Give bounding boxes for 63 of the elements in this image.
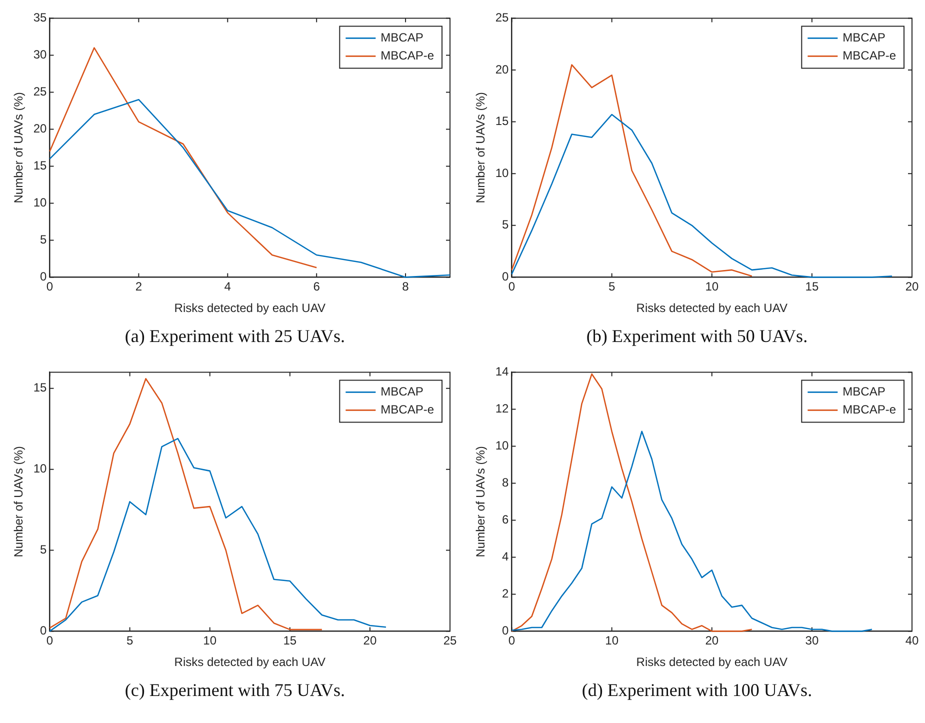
x-tick-label: 30	[805, 634, 819, 648]
y-tick-label: 10	[33, 196, 48, 210]
y-tick-label: 30	[33, 48, 48, 62]
x-tick-label: 8	[402, 280, 410, 294]
y-tick-label: 10	[33, 462, 48, 476]
legend-label: MBCAP-e	[380, 402, 434, 417]
y-tick-label: 12	[495, 402, 510, 416]
x-tick-label: 20	[363, 634, 377, 648]
x-tick-label: 15	[805, 280, 819, 294]
legend-label: MBCAP-e	[380, 48, 434, 63]
y-tick-label: 5	[502, 218, 510, 232]
y-axis-title: Number of UAVs (%)	[474, 446, 488, 558]
x-tick-label: 15	[283, 634, 297, 648]
y-axis-title: Number of UAVs (%)	[12, 92, 26, 204]
x-axis-title: Risks detected by each UAV	[174, 301, 326, 316]
x-axis-title: Risks detected by each UAV	[174, 655, 326, 670]
x-tick-label: 20	[905, 280, 919, 294]
y-tick-label: 2	[502, 586, 510, 601]
y-tick-label: 15	[33, 380, 48, 395]
legend-label: MBCAP	[842, 384, 886, 399]
y-tick-label: 10	[495, 438, 510, 453]
x-tick-label: 10	[605, 634, 619, 648]
y-axis-title: Number of UAVs (%)	[12, 446, 26, 558]
y-axis-title: Number of UAVs (%)	[474, 92, 488, 204]
text: (c) Experiment with 75 UAVs.	[124, 680, 346, 701]
y-tick-label: 8	[502, 476, 510, 490]
y-tick-label: 5	[40, 232, 48, 247]
x-tick-label: 5	[126, 634, 134, 648]
y-tick-label: 15	[495, 114, 510, 128]
y-tick-label: 10	[495, 166, 510, 180]
y-tick-label: 0	[40, 270, 48, 284]
y-tick-label: 25	[33, 84, 48, 99]
y-tick-label: 14	[495, 364, 510, 379]
y-tick-label: 0	[502, 624, 510, 638]
legend-label: MBCAP-e	[842, 402, 896, 417]
x-tick-label: 2	[135, 280, 142, 294]
x-tick-label: 5	[608, 280, 616, 294]
x-tick-label: 10	[203, 634, 217, 648]
y-tick-label: 35	[33, 10, 48, 25]
text: (d) Experiment with 100 UAVs.	[580, 680, 814, 701]
y-tick-label: 6	[502, 512, 510, 527]
text: (a) Experiment with 25 UAVs.	[124, 326, 346, 347]
legend-label: MBCAP	[842, 30, 886, 45]
legend-label: MBCAP-e	[842, 48, 896, 63]
y-tick-label: 15	[33, 158, 48, 173]
legend-label: MBCAP	[380, 384, 424, 399]
y-tick-label: 20	[495, 62, 510, 76]
x-axis-title: Risks detected by each UAV	[636, 655, 788, 670]
legend-label: MBCAP	[380, 30, 424, 45]
y-tick-label: 0	[502, 270, 510, 284]
x-tick-label: 40	[905, 634, 919, 648]
y-tick-label: 5	[40, 542, 48, 557]
x-axis-title: Risks detected by each UAV	[636, 301, 788, 316]
y-tick-label: 20	[33, 122, 48, 136]
x-tick-label: 4	[224, 280, 232, 294]
x-tick-label: 25	[443, 634, 457, 648]
y-tick-label: 0	[40, 624, 48, 638]
y-tick-label: 25	[495, 10, 510, 25]
x-tick-label: 6	[313, 280, 320, 294]
text: (b) Experiment with 50 UAVs.	[585, 326, 809, 347]
y-tick-label: 4	[502, 550, 510, 564]
x-tick-label: 10	[705, 280, 719, 294]
x-tick-label: 20	[705, 634, 719, 648]
